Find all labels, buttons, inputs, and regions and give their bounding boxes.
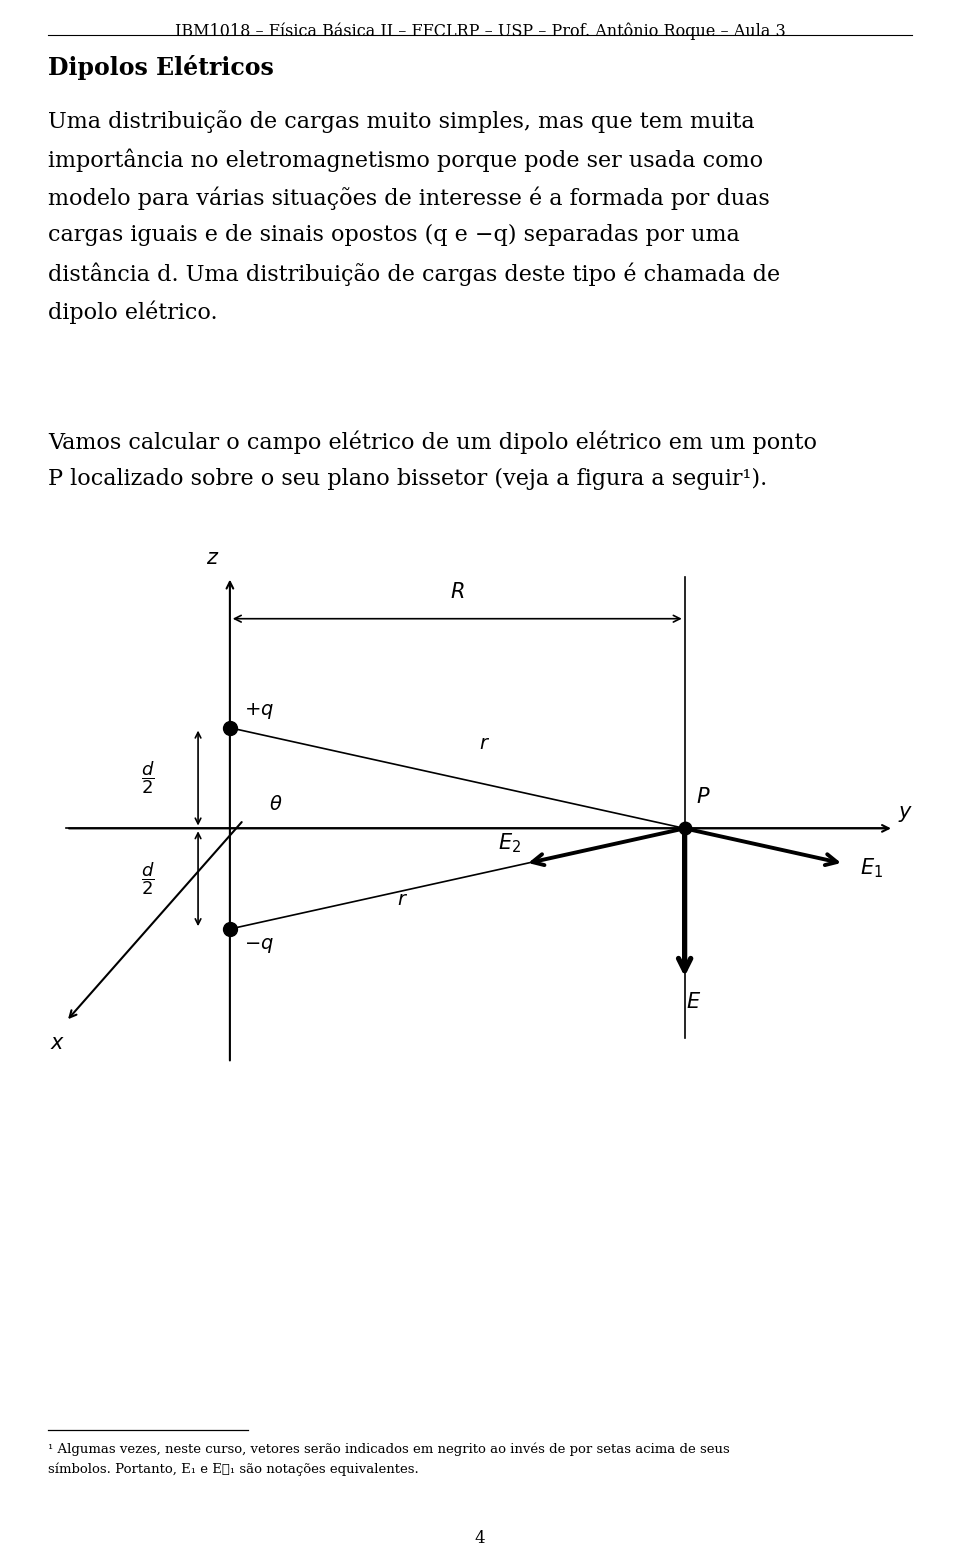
Text: $\dfrac{d}{2}$: $\dfrac{d}{2}$ bbox=[141, 860, 155, 898]
Text: $z$: $z$ bbox=[205, 550, 219, 568]
Text: $E_1$: $E_1$ bbox=[860, 856, 883, 879]
Text: $P$: $P$ bbox=[696, 787, 710, 808]
Text: símbolos. Portanto, E₁ e E⃗₁ são notações equivalentes.: símbolos. Portanto, E₁ e E⃗₁ são notaçõe… bbox=[48, 1461, 419, 1475]
Text: $r$: $r$ bbox=[479, 735, 490, 753]
Text: $r$: $r$ bbox=[397, 891, 408, 910]
Text: Vamos calcular o campo elétrico de um dipolo elétrico em um ponto: Vamos calcular o campo elétrico de um di… bbox=[48, 430, 817, 453]
Text: ¹ Algumas vezes, neste curso, vetores serão indicados em negrito ao invés de por: ¹ Algumas vezes, neste curso, vetores se… bbox=[48, 1443, 730, 1455]
Text: $\theta$: $\theta$ bbox=[269, 795, 282, 814]
Text: 4: 4 bbox=[474, 1530, 486, 1547]
Text: $+q$: $+q$ bbox=[244, 700, 274, 721]
Text: Dipolos Elétricos: Dipolos Elétricos bbox=[48, 54, 274, 81]
Text: P localizado sobre o seu plano bissetor (veja a figura a seguir¹).: P localizado sobre o seu plano bissetor … bbox=[48, 467, 767, 491]
Text: $E_2$: $E_2$ bbox=[498, 832, 521, 856]
Text: Uma distribuição de cargas muito simples, mas que tem muita: Uma distribuição de cargas muito simples… bbox=[48, 110, 755, 134]
Text: $x$: $x$ bbox=[50, 1034, 64, 1053]
Text: cargas iguais e de sinais opostos (q e −q) separadas por uma: cargas iguais e de sinais opostos (q e −… bbox=[48, 224, 740, 245]
Text: IBM1018 – Física Básica II – FFCLRP – USP – Prof. Antônio Roque – Aula 3: IBM1018 – Física Básica II – FFCLRP – US… bbox=[175, 22, 785, 39]
Text: importância no eletromagnetismo porque pode ser usada como: importância no eletromagnetismo porque p… bbox=[48, 148, 763, 171]
Text: $R$: $R$ bbox=[450, 582, 465, 603]
Text: $y$: $y$ bbox=[899, 804, 914, 825]
Text: dipolo elétrico.: dipolo elétrico. bbox=[48, 300, 218, 323]
Text: distância d. Uma distribuição de cargas deste tipo é chamada de: distância d. Uma distribuição de cargas … bbox=[48, 262, 780, 286]
Text: $E$: $E$ bbox=[686, 992, 702, 1013]
Text: $-q$: $-q$ bbox=[244, 936, 274, 955]
Text: modelo para várias situações de interesse é a formada por duas: modelo para várias situações de interess… bbox=[48, 186, 770, 210]
Text: $\dfrac{d}{2}$: $\dfrac{d}{2}$ bbox=[141, 759, 155, 797]
